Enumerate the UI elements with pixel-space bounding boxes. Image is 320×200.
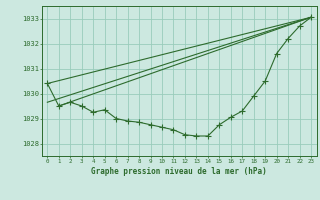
X-axis label: Graphe pression niveau de la mer (hPa): Graphe pression niveau de la mer (hPa) xyxy=(91,167,267,176)
